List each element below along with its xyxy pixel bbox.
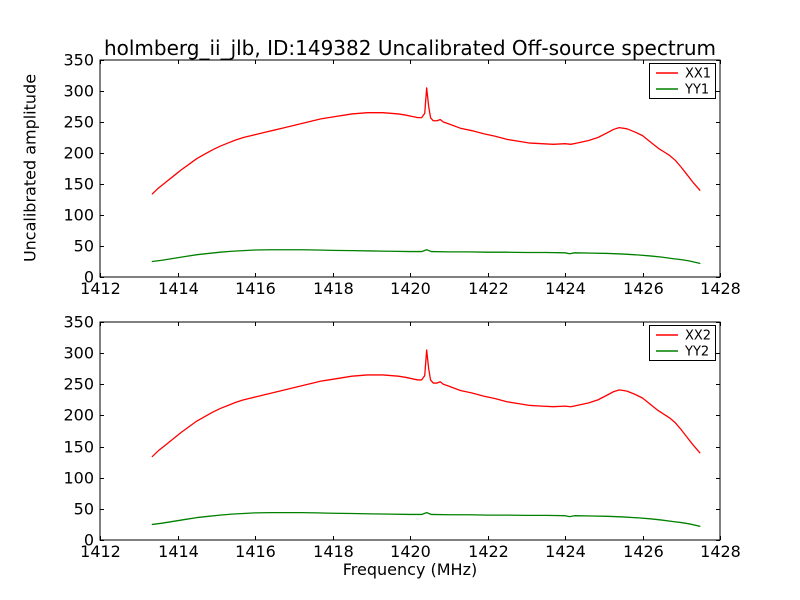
axes-frame: [99, 321, 721, 541]
subplot-top: 1412 1414 1416 1418 1420 1422 1424 1426 1428 0 50 1…: [63, 51, 740, 299]
series-YY1-line: [151, 249, 701, 265]
x-tick-label: 1420: [390, 542, 431, 561]
series-XX2-line: [151, 349, 701, 458]
x-tick-label: 1416: [235, 542, 276, 561]
x-tick-label: 1426: [623, 542, 664, 561]
x-tick-label: 1420: [390, 279, 431, 298]
legend-label: YY1: [684, 83, 709, 98]
y-tick-label: 300: [63, 344, 94, 363]
x-tick-label: 1414: [158, 542, 199, 561]
y-tick-label: 250: [63, 113, 94, 132]
legend-label: XX1: [685, 67, 711, 82]
series-YY2-line: [151, 511, 701, 527]
legend-box: [649, 63, 716, 99]
x-tick-label: 1424: [545, 542, 586, 561]
y-tick-label: 50: [74, 500, 94, 519]
x-axis-label: Frequency (MHz): [342, 560, 478, 579]
x-tick-label: 1416: [235, 279, 276, 298]
subplot-bottom: 1412 1414 1416 1418 1420 1422 1424 1426 1428 0 50 1…: [63, 313, 740, 562]
figure-title: holmberg_ii_jlb, ID:149382 Uncalibrated …: [103, 36, 717, 60]
y-tick-label: 50: [74, 237, 94, 256]
x-tick-label: 1418: [313, 279, 354, 298]
x-tick-label: 1424: [545, 279, 586, 298]
y-tick-label: 100: [63, 206, 94, 225]
y-tick-label: 150: [63, 175, 94, 194]
series-XX1-line: [151, 87, 701, 195]
y-tick-label: 350: [63, 51, 94, 70]
y-tick-label: 350: [63, 313, 94, 332]
y-tick-label: 200: [63, 144, 94, 163]
y-tick-label: 200: [63, 406, 94, 425]
legend-label: XX2: [685, 329, 711, 344]
x-tick-label: 1428: [700, 279, 741, 298]
y-tick-label: 100: [63, 469, 94, 488]
legend-label: YY2: [684, 345, 709, 360]
x-tick-label: 1422: [468, 279, 509, 298]
y-tick-label: 250: [63, 375, 94, 394]
x-tick-label: 1428: [700, 542, 741, 561]
y-tick-label: 300: [63, 82, 94, 101]
x-tick-label: 1412: [80, 279, 121, 298]
y-tick-label: 0: [84, 268, 94, 287]
x-tick-label: 1426: [623, 279, 664, 298]
y-tick-label: 0: [84, 531, 94, 550]
x-tick-label: 1412: [80, 542, 121, 561]
x-tick-label: 1422: [468, 542, 509, 561]
x-tick-label: 1414: [158, 279, 199, 298]
y-tick-label: 150: [63, 438, 94, 457]
x-tick-label: 1418: [313, 542, 354, 561]
axes-frame: [99, 59, 721, 278]
legend-box: [649, 325, 716, 361]
